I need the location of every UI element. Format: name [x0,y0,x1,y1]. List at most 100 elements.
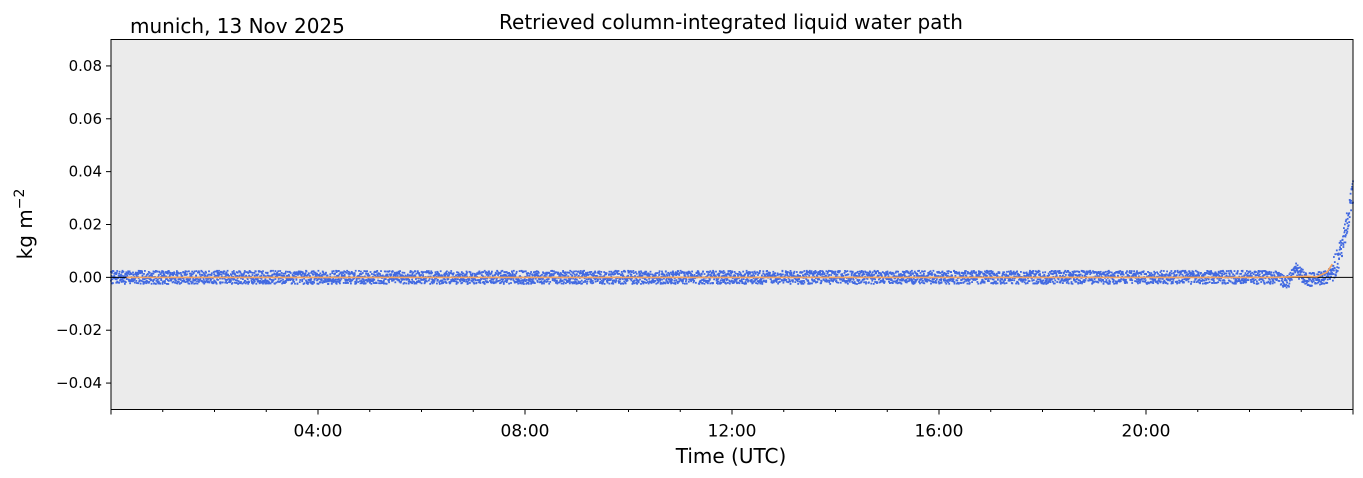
scatter-point [146,273,149,275]
scatter-point [1298,278,1300,280]
scatter-point [472,278,475,281]
scatter-point [718,272,721,275]
scatter-point [552,270,554,273]
scatter-point [567,280,570,283]
scatter-point [358,270,360,272]
scatter-point [361,272,364,274]
scatter-point [510,277,513,280]
scatter-point [1302,278,1305,280]
scatter-point [354,282,357,285]
scatter-point [946,270,949,273]
scatter-point [941,273,943,276]
scatter-point [635,282,638,284]
scatter-point [1066,278,1069,281]
scatter-point [757,274,759,276]
scatter-point [648,277,650,280]
scatter-point [430,272,433,275]
scatter-point [216,271,219,274]
scatter-point [374,271,377,273]
scatter-point [1135,271,1138,274]
scatter-point [589,280,592,283]
scatter-point [935,281,938,284]
scatter-point [467,282,469,285]
scatter-point [388,270,391,272]
scatter-point [450,270,453,272]
scatter-point [287,273,290,276]
scatter-point [293,275,295,277]
scatter-point [984,278,987,281]
scatter-point [837,270,840,272]
scatter-point [419,274,422,277]
scatter-point [143,278,146,280]
scatter-point [933,281,936,284]
scatter-point [717,278,719,281]
scatter-point [138,279,141,282]
scatter-point [271,273,274,276]
scatter-point [434,277,436,280]
scatter-point [810,271,812,274]
scatter-point [1242,278,1245,280]
scatter-point [1105,279,1108,281]
scatter-point [971,281,973,283]
scatter-point [1176,282,1178,285]
scatter-point [868,272,871,275]
scatter-point [560,282,563,285]
scatter-point [666,274,669,277]
scatter-point [603,275,606,277]
scatter-point [452,279,455,281]
scatter-point [401,278,404,281]
scatter-point [284,282,286,284]
scatter-point [288,275,291,278]
scatter-point [865,271,868,274]
scatter-point [911,279,914,281]
scatter-point [262,270,264,273]
scatter-point [672,274,674,277]
scatter-point [992,281,995,284]
scatter-point [219,281,222,284]
scatter-point [912,280,915,283]
scatter-point [735,279,738,281]
scatter-point [819,271,822,274]
scatter-point [1301,268,1304,271]
scatter-point [757,272,760,275]
scatter-point [1079,282,1081,285]
scatter-point [561,274,563,276]
scatter-point [288,277,291,280]
scatter-point [625,280,628,282]
scatter-point [836,271,839,273]
scatter-point [644,271,647,274]
scatter-point [591,280,594,282]
scatter-point [579,270,582,272]
scatter-point [1222,269,1224,272]
scatter-point [833,279,835,281]
scatter-point [1135,280,1138,283]
scatter-point [318,275,321,278]
scatter-point [256,278,259,281]
scatter-point [1024,282,1027,285]
scatter-point [970,271,973,273]
scatter-point [268,281,271,284]
scatter-point [1229,280,1232,283]
scatter-point [203,282,206,285]
scatter-point [501,280,504,283]
scatter-point [1302,281,1305,284]
scatter-point [723,278,725,281]
scatter-point [1255,271,1257,273]
scatter-point [322,273,325,276]
scatter-point [669,279,672,281]
scatter-point [972,279,975,281]
scatter-point [192,272,195,274]
scatter-point [423,277,425,280]
scatter-point [1145,273,1147,275]
scatter-point [369,278,372,281]
scatter-point [315,277,318,280]
scatter-point [1162,270,1165,272]
scatter-point [1084,275,1086,278]
scatter-point [414,275,417,278]
scatter-point [772,281,775,284]
scatter-point [760,278,763,281]
scatter-point [247,282,250,285]
scatter-point [698,283,701,285]
scatter-point [939,275,942,278]
scatter-point [928,271,931,273]
